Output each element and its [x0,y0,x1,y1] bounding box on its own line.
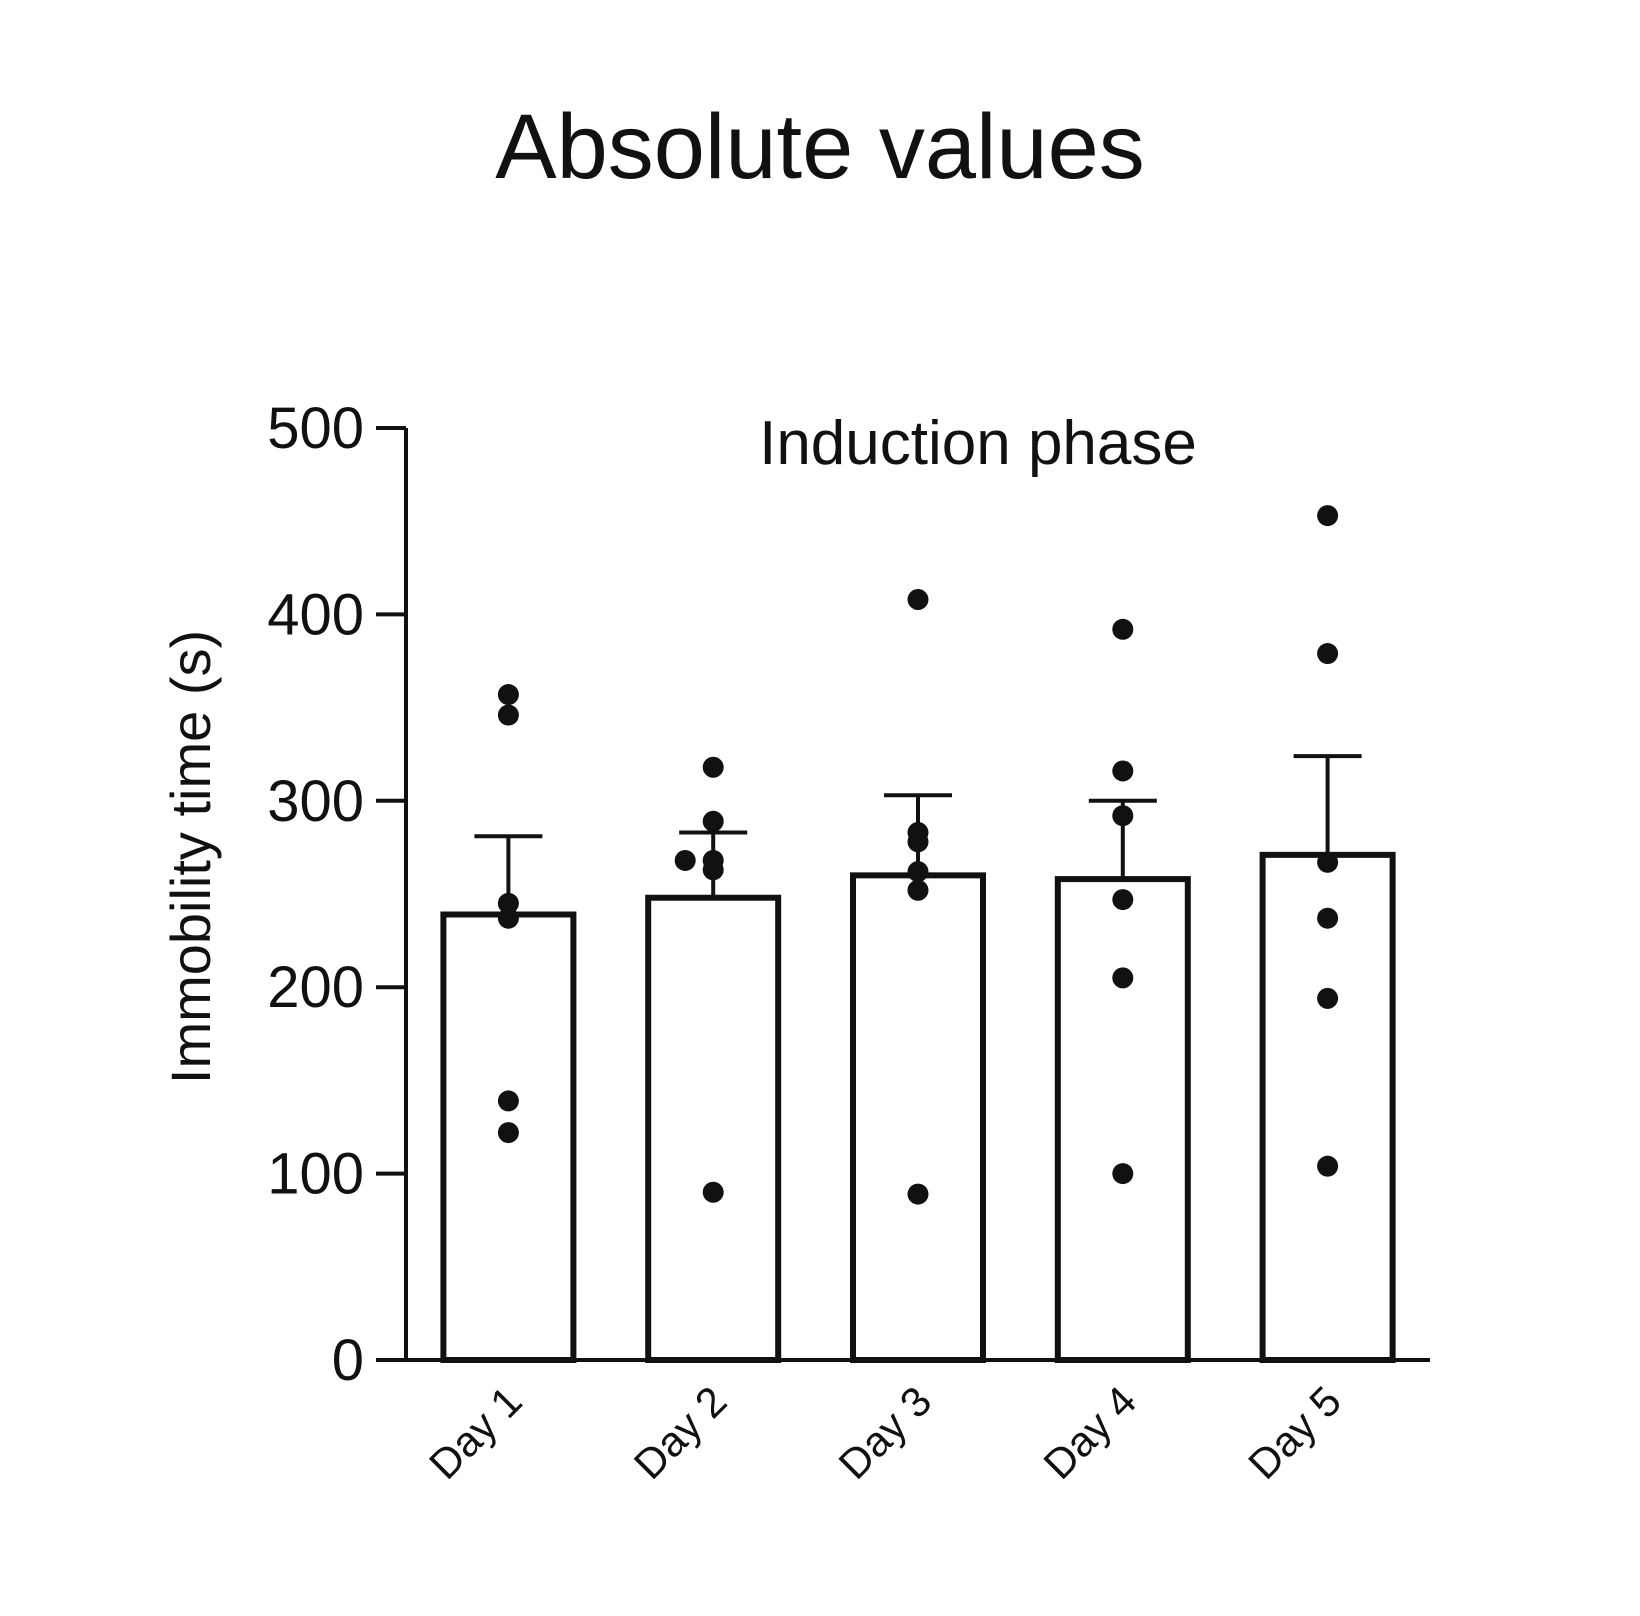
data-point-day5-5 [1317,987,1339,1009]
x-ticks-layer: Day 1 Day 2 Day 3 Day 4 Day 5 [420,1377,1350,1488]
data-point-day3-3 [907,831,929,853]
data-point-day2-1 [702,756,724,778]
y-tick-label-400: 400 [267,582,364,647]
x-tick-label-2: Day 2 [625,1377,736,1488]
y-axis-label: Immobility time (s) [159,630,222,1084]
data-point-day2-6 [702,1181,724,1203]
data-point-day1-1 [497,684,519,706]
bar-3 [850,872,986,1363]
y-ticks-layer: 0 100 200 300 400 500 [267,396,406,1393]
data-point-day3-6 [907,1183,929,1205]
x-tick-label-4: Day 4 [1034,1377,1145,1488]
data-point-day5-3 [1317,851,1339,873]
data-point-day4-5 [1112,967,1134,989]
x-tick-label-5: Day 5 [1239,1377,1350,1488]
data-point-day5-2 [1317,643,1339,665]
y-tick-label-200: 200 [267,955,364,1020]
data-point-day1-3 [497,892,519,914]
x-tick-label-1: Day 1 [420,1377,531,1488]
data-point-day5-1 [1317,505,1339,527]
data-point-day3-1 [907,588,929,610]
y-tick-label-500: 500 [267,396,364,461]
data-point-day3-4 [907,861,929,883]
data-point-day2-2 [702,810,724,832]
data-point-day3-5 [907,879,929,901]
bar-4 [1054,876,1191,1363]
bar-2 [645,894,782,1364]
y-tick-label-300: 300 [267,769,364,834]
data-point-day5-4 [1317,907,1339,929]
data-point-day1-6 [497,1122,519,1144]
chart-annotation: Induction phase [759,409,1197,478]
data-point-day2-4 [674,849,696,871]
data-point-day4-2 [1112,760,1134,782]
bar-5 [1259,851,1396,1364]
bars-layer [440,851,1396,1364]
data-point-day4-4 [1112,889,1134,911]
data-point-day4-3 [1112,805,1134,827]
y-tick-label-0: 0 [332,1328,364,1393]
data-point-day2-5 [702,859,724,881]
x-tick-label-3: Day 3 [830,1377,941,1488]
data-point-day4-6 [1112,1163,1134,1185]
y-tick-label-100: 100 [267,1142,364,1207]
axes-layer [376,428,1430,1362]
data-point-day1-2 [497,704,519,726]
data-point-day5-6 [1317,1155,1339,1177]
chart-title: Absolute values [495,96,1145,198]
data-point-day4-1 [1112,618,1134,640]
points-layer [497,505,1339,1205]
data-point-day1-5 [497,1090,519,1112]
data-point-day1-4 [497,907,519,929]
